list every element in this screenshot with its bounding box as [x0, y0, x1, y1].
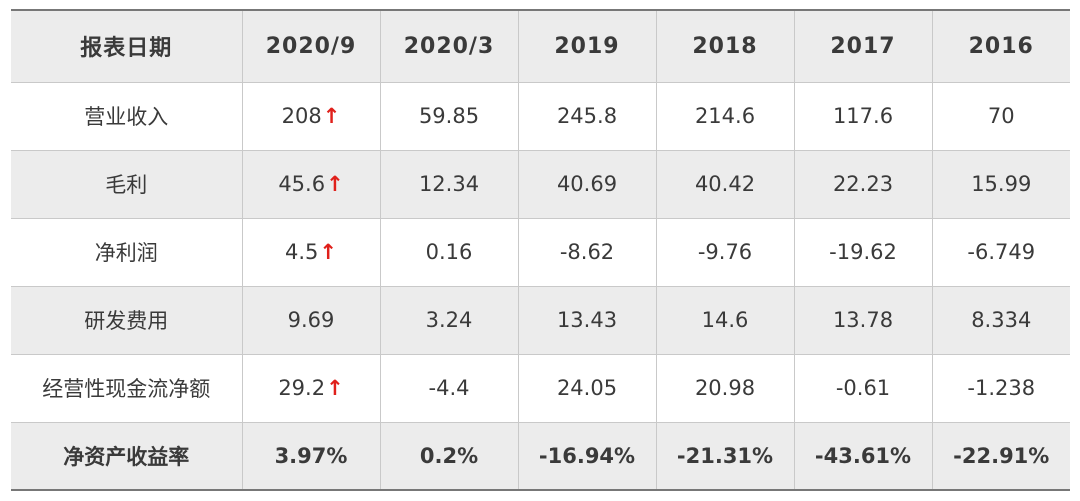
table-cell: 14.6: [655, 285, 795, 355]
table-cell: 117.6: [793, 81, 933, 151]
header-cell-2019: 2019: [517, 9, 657, 83]
table-cell: -4.4: [379, 353, 519, 423]
row-label: 净利润: [11, 217, 243, 287]
arrow-up-icon: ↑: [322, 104, 341, 128]
table-cell: 214.6: [655, 81, 795, 151]
table-cell: 24.05: [517, 353, 657, 423]
table-cell: -19.62: [793, 217, 933, 287]
table-cell: 245.8: [517, 81, 657, 151]
table-cell: 59.85: [379, 81, 519, 151]
table-row: 净利润 4.5↑ 0.16 -8.62 -9.76 -19.62 -6.749: [11, 217, 1070, 287]
table-row: 研发费用 9.69 3.24 13.43 14.6 13.78 8.334: [11, 285, 1070, 355]
financial-table-container: 报表日期 2020/9 2020/3 2019 2018 2017 2016 营…: [11, 9, 1070, 491]
table-cell: 0.16: [379, 217, 519, 287]
table-cell: 70: [931, 81, 1070, 151]
header-cell-2020-3: 2020/3: [379, 9, 519, 83]
table-cell: 8.334: [931, 285, 1070, 355]
arrow-up-icon: ↑: [319, 240, 337, 264]
table-cell: 12.34: [379, 149, 519, 219]
arrow-up-icon: ↑: [326, 376, 344, 400]
table-cell: -43.61%: [793, 421, 933, 491]
table-cell: 4.5↑: [241, 217, 381, 287]
table-cell: 208↑: [241, 81, 381, 151]
header-cell-2018: 2018: [655, 9, 795, 83]
table-cell: 40.42: [655, 149, 795, 219]
header-cell-report-date: 报表日期: [11, 9, 243, 83]
table-cell: -16.94%: [517, 421, 657, 491]
table-cell: 13.78: [793, 285, 933, 355]
table-cell: 20.98: [655, 353, 795, 423]
row-label: 毛利: [11, 149, 243, 219]
table-row: 营业收入 208↑ 59.85 245.8 214.6 117.6 70: [11, 81, 1070, 151]
header-cell-2020-9: 2020/9: [241, 9, 381, 83]
header-cell-2017: 2017: [793, 9, 933, 83]
table-cell: 29.2↑: [241, 353, 381, 423]
table-cell: -8.62: [517, 217, 657, 287]
financial-table: 报表日期 2020/9 2020/3 2019 2018 2017 2016 营…: [11, 9, 1070, 491]
table-cell: 13.43: [517, 285, 657, 355]
table-cell: 45.6↑: [241, 149, 381, 219]
table-cell: -6.749: [931, 217, 1070, 287]
table-cell: -1.238: [931, 353, 1070, 423]
table-cell: 3.24: [379, 285, 519, 355]
table-cell: 9.69: [241, 285, 381, 355]
table-cell: -9.76: [655, 217, 795, 287]
cell-value: 29.2: [278, 376, 326, 400]
table-cell: 22.23: [793, 149, 933, 219]
row-label: 营业收入: [11, 81, 243, 151]
table-cell: 15.99: [931, 149, 1070, 219]
row-label: 研发费用: [11, 285, 243, 355]
table-cell: -22.91%: [931, 421, 1070, 491]
row-label: 经营性现金流净额: [11, 353, 243, 423]
row-label: 净资产收益率: [11, 421, 243, 491]
header-cell-2016: 2016: [931, 9, 1070, 83]
table-cell: 0.2%: [379, 421, 519, 491]
cell-value: 4.5: [284, 240, 319, 264]
cell-value: 45.6: [278, 172, 326, 196]
table-cell: 3.97%: [241, 421, 381, 491]
table-row: 净资产收益率 3.97% 0.2% -16.94% -21.31% -43.61…: [11, 421, 1070, 491]
header-row: 报表日期 2020/9 2020/3 2019 2018 2017 2016: [11, 9, 1070, 83]
table-cell: 40.69: [517, 149, 657, 219]
table-cell: -21.31%: [655, 421, 795, 491]
table-row: 毛利 45.6↑ 12.34 40.69 40.42 22.23 15.99: [11, 149, 1070, 219]
table-row: 经营性现金流净额 29.2↑ -4.4 24.05 20.98 -0.61 -1…: [11, 353, 1070, 423]
arrow-up-icon: ↑: [326, 172, 344, 196]
cell-value: 208: [281, 104, 322, 128]
table-cell: -0.61: [793, 353, 933, 423]
